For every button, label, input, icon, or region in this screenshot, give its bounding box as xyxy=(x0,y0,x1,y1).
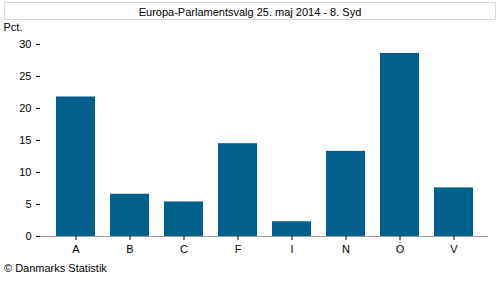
svg-text:20: 20 xyxy=(19,102,31,114)
html-text:© Danmarks Statistik: © Danmarks Statistik xyxy=(4,262,107,274)
svg-text:O: O xyxy=(396,243,405,255)
svg-text:30: 30 xyxy=(19,38,31,50)
svg-text:C: C xyxy=(180,243,188,255)
svg-text:10: 10 xyxy=(19,166,31,178)
svg-text:V: V xyxy=(450,243,458,255)
html-text:Europa-Parlamentsvalg 25. maj: Europa-Parlamentsvalg 25. maj 2014 - 8. … xyxy=(138,6,362,18)
svg-text:25: 25 xyxy=(19,70,31,82)
svg-text:N: N xyxy=(342,243,350,255)
svg-text:Pct.: Pct. xyxy=(4,21,23,33)
svg-text:F: F xyxy=(235,243,242,255)
svg-text:0: 0 xyxy=(25,230,31,242)
svg-text:B: B xyxy=(126,243,133,255)
svg-text:5: 5 xyxy=(25,198,31,210)
svg-text:15: 15 xyxy=(19,134,31,146)
svg-text:A: A xyxy=(72,243,80,255)
svg-text:I: I xyxy=(290,243,293,255)
